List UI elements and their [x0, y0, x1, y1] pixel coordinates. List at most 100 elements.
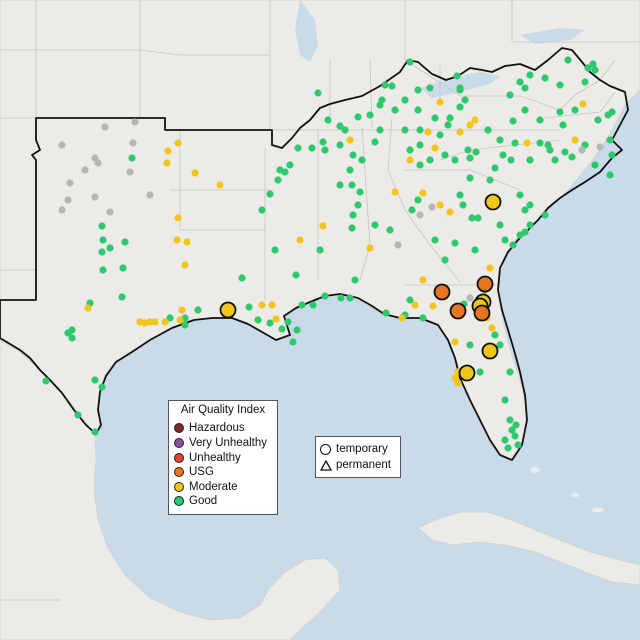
permanent-site-marker[interactable]	[388, 82, 396, 90]
permanent-site-marker[interactable]	[164, 147, 172, 155]
permanent-site-marker[interactable]	[84, 304, 92, 312]
permanent-site-marker[interactable]	[506, 91, 514, 99]
temporary-site-marker[interactable]	[433, 283, 451, 301]
permanent-site-marker[interactable]	[546, 146, 554, 154]
permanent-site-marker[interactable]	[414, 86, 422, 94]
permanent-site-marker[interactable]	[371, 221, 379, 229]
permanent-site-marker[interactable]	[274, 176, 282, 184]
permanent-site-marker[interactable]	[278, 325, 286, 333]
permanent-site-marker[interactable]	[411, 301, 419, 309]
permanent-site-marker[interactable]	[509, 241, 517, 249]
permanent-site-marker[interactable]	[584, 64, 592, 72]
permanent-site-marker[interactable]	[453, 72, 461, 80]
permanent-site-marker[interactable]	[608, 108, 616, 116]
permanent-site-marker[interactable]	[161, 318, 169, 326]
permanent-site-marker[interactable]	[526, 156, 534, 164]
permanent-site-marker[interactable]	[398, 314, 406, 322]
permanent-site-marker[interactable]	[501, 436, 509, 444]
permanent-site-marker[interactable]	[319, 138, 327, 146]
permanent-site-marker[interactable]	[394, 241, 402, 249]
permanent-site-marker[interactable]	[131, 118, 139, 126]
permanent-site-marker[interactable]	[606, 171, 614, 179]
permanent-site-marker[interactable]	[298, 301, 306, 309]
permanent-site-marker[interactable]	[507, 156, 515, 164]
temporary-site-marker[interactable]	[473, 304, 491, 322]
permanent-site-marker[interactable]	[451, 239, 459, 247]
permanent-site-marker[interactable]	[472, 148, 480, 156]
permanent-site-marker[interactable]	[354, 113, 362, 121]
permanent-site-marker[interactable]	[476, 368, 484, 376]
permanent-site-marker[interactable]	[561, 148, 569, 156]
permanent-site-marker[interactable]	[581, 78, 589, 86]
permanent-site-marker[interactable]	[346, 294, 354, 302]
permanent-site-marker[interactable]	[128, 154, 136, 162]
permanent-site-marker[interactable]	[99, 266, 107, 274]
permanent-site-marker[interactable]	[406, 58, 414, 66]
permanent-site-marker[interactable]	[426, 156, 434, 164]
permanent-site-marker[interactable]	[589, 60, 597, 68]
permanent-site-marker[interactable]	[506, 416, 514, 424]
permanent-site-marker[interactable]	[424, 128, 432, 136]
permanent-site-marker[interactable]	[194, 306, 202, 314]
permanent-site-marker[interactable]	[466, 154, 474, 162]
permanent-site-marker[interactable]	[308, 144, 316, 152]
permanent-site-marker[interactable]	[512, 421, 520, 429]
permanent-site-marker[interactable]	[521, 228, 529, 236]
permanent-site-marker[interactable]	[286, 161, 294, 169]
permanent-site-marker[interactable]	[376, 126, 384, 134]
permanent-site-marker[interactable]	[426, 84, 434, 92]
permanent-site-marker[interactable]	[466, 174, 474, 182]
permanent-site-marker[interactable]	[174, 214, 182, 222]
permanent-site-marker[interactable]	[136, 318, 144, 326]
permanent-site-marker[interactable]	[98, 248, 106, 256]
permanent-site-marker[interactable]	[271, 246, 279, 254]
permanent-site-marker[interactable]	[98, 222, 106, 230]
permanent-site-marker[interactable]	[254, 316, 262, 324]
permanent-site-marker[interactable]	[416, 161, 424, 169]
permanent-site-marker[interactable]	[471, 116, 479, 124]
permanent-site-marker[interactable]	[336, 181, 344, 189]
temporary-site-marker[interactable]	[449, 302, 467, 320]
permanent-site-marker[interactable]	[571, 106, 579, 114]
permanent-site-marker[interactable]	[309, 301, 317, 309]
permanent-site-marker[interactable]	[238, 274, 246, 282]
permanent-site-marker[interactable]	[523, 139, 531, 147]
permanent-site-marker[interactable]	[91, 428, 99, 436]
temporary-site-marker[interactable]	[219, 301, 237, 319]
permanent-site-marker[interactable]	[118, 293, 126, 301]
permanent-site-marker[interactable]	[258, 206, 266, 214]
permanent-site-marker[interactable]	[431, 236, 439, 244]
permanent-site-marker[interactable]	[129, 139, 137, 147]
permanent-site-marker[interactable]	[436, 201, 444, 209]
permanent-site-marker[interactable]	[491, 331, 499, 339]
permanent-site-marker[interactable]	[319, 222, 327, 230]
permanent-site-marker[interactable]	[349, 151, 357, 159]
permanent-site-marker[interactable]	[416, 126, 424, 134]
permanent-site-marker[interactable]	[314, 89, 322, 97]
permanent-site-marker[interactable]	[416, 211, 424, 219]
permanent-site-marker[interactable]	[454, 379, 462, 387]
permanent-site-marker[interactable]	[496, 221, 504, 229]
permanent-site-marker[interactable]	[441, 256, 449, 264]
permanent-site-marker[interactable]	[382, 309, 390, 317]
permanent-site-marker[interactable]	[414, 196, 422, 204]
permanent-site-marker[interactable]	[146, 191, 154, 199]
permanent-site-marker[interactable]	[406, 156, 414, 164]
permanent-site-marker[interactable]	[419, 314, 427, 322]
permanent-site-marker[interactable]	[486, 264, 494, 272]
permanent-site-marker[interactable]	[348, 224, 356, 232]
permanent-site-marker[interactable]	[521, 84, 529, 92]
permanent-site-marker[interactable]	[321, 146, 329, 154]
permanent-site-marker[interactable]	[446, 208, 454, 216]
permanent-site-marker[interactable]	[351, 276, 359, 284]
permanent-site-marker[interactable]	[559, 121, 567, 129]
permanent-site-marker[interactable]	[64, 196, 72, 204]
permanent-site-marker[interactable]	[406, 296, 414, 304]
permanent-site-marker[interactable]	[336, 141, 344, 149]
permanent-site-marker[interactable]	[58, 141, 66, 149]
permanent-site-marker[interactable]	[536, 116, 544, 124]
permanent-site-marker[interactable]	[173, 236, 181, 244]
permanent-site-marker[interactable]	[58, 206, 66, 214]
permanent-site-marker[interactable]	[183, 238, 191, 246]
